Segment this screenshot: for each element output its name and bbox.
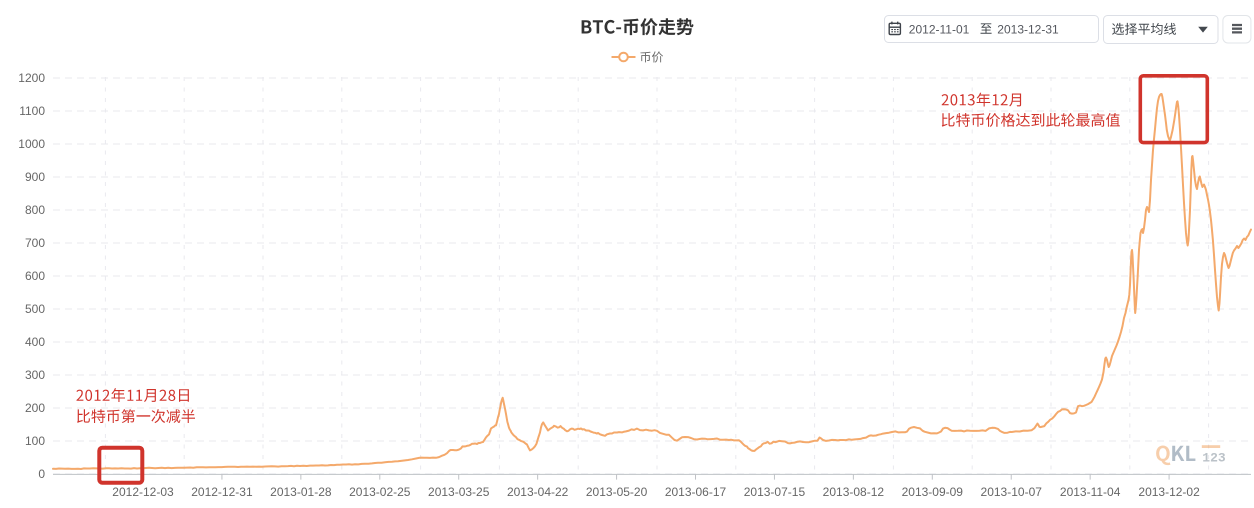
svg-text:2013-05-20: 2013-05-20 (586, 485, 648, 499)
svg-text:0: 0 (38, 467, 45, 481)
svg-text:900: 900 (25, 170, 45, 184)
svg-text:2013-12-02: 2013-12-02 (1138, 485, 1200, 499)
svg-text:2013-01-28: 2013-01-28 (270, 485, 332, 499)
svg-text:2013-11-04: 2013-11-04 (1060, 485, 1121, 499)
svg-text:2013-03-25: 2013-03-25 (428, 485, 490, 499)
svg-text:1200: 1200 (18, 71, 45, 85)
svg-text:1000: 1000 (18, 137, 45, 151)
svg-text:2013-08-12: 2013-08-12 (823, 485, 885, 499)
svg-text:400: 400 (25, 335, 45, 349)
svg-text:2012-11-01: 2012-11-01 (909, 22, 970, 36)
svg-text:2012-12-31: 2012-12-31 (191, 485, 253, 499)
svg-text:2013-10-07: 2013-10-07 (981, 485, 1043, 499)
svg-text:2013-06-17: 2013-06-17 (665, 485, 727, 499)
svg-text:1100: 1100 (19, 104, 45, 118)
svg-text:2013-07-15: 2013-07-15 (744, 485, 806, 499)
svg-text:2013-02-25: 2013-02-25 (349, 485, 411, 499)
svg-text:2013-04-22: 2013-04-22 (507, 485, 569, 499)
svg-text:2012-12-03: 2012-12-03 (112, 485, 174, 499)
svg-text:800: 800 (25, 203, 45, 217)
svg-text:123: 123 (1202, 451, 1226, 466)
svg-text:100: 100 (25, 434, 45, 448)
svg-text:2013-09-09: 2013-09-09 (902, 485, 964, 499)
svg-text:700: 700 (25, 236, 45, 250)
svg-text:600: 600 (25, 269, 45, 283)
svg-text:200: 200 (25, 401, 45, 415)
svg-text:500: 500 (25, 302, 45, 316)
svg-text:300: 300 (25, 368, 45, 382)
svg-text:2013-12-31: 2013-12-31 (997, 22, 1059, 36)
